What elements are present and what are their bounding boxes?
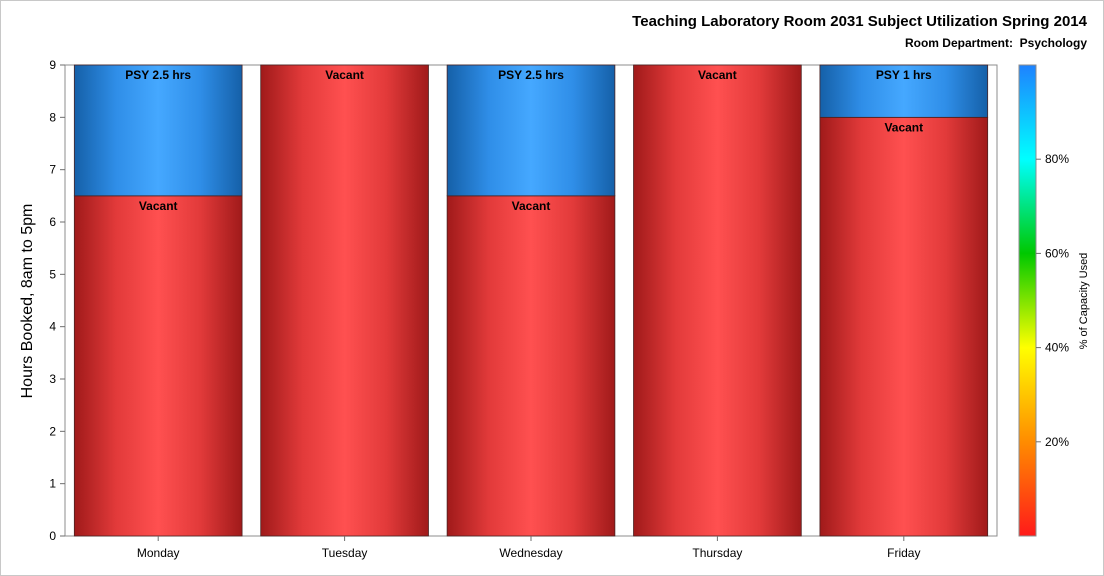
y-tick-label: 3: [49, 372, 56, 386]
segment-label: Vacant: [139, 199, 178, 213]
segment-label: Vacant: [325, 68, 364, 82]
x-tick-label-tuesday: Tuesday: [322, 546, 368, 560]
y-tick-label: 5: [49, 267, 56, 281]
y-tick-label: 6: [49, 215, 56, 229]
x-tick-label-thursday: Thursday: [692, 546, 742, 560]
bars: Vacant PSY 2.5 hrs Vacant Vacant PSY 2.5 hrs…: [73, 64, 989, 537]
segment-label: PSY 1 hrs: [876, 68, 932, 82]
bar-segment-psy-wednesday: [446, 64, 616, 197]
bar-segment-vacant-wednesday: [446, 195, 616, 537]
x-axis: Monday Tuesday Wednesday Thursday Friday: [137, 536, 920, 560]
segment-label: PSY 2.5 hrs: [125, 68, 191, 82]
x-tick-label-friday: Friday: [887, 546, 920, 560]
x-tick-label-wednesday: Wednesday: [499, 546, 562, 560]
segment-label: Vacant: [698, 68, 737, 82]
colorbar-tick-label: 20%: [1045, 435, 1069, 449]
colorbar-tick-label: 80%: [1045, 152, 1069, 166]
chart-title: Teaching Laboratory Room 2031 Subject Ut…: [632, 13, 1087, 30]
bar-segment-psy-friday: [819, 64, 989, 118]
y-tick-label: 7: [49, 163, 56, 177]
colorbar-tick-label: 40%: [1045, 341, 1069, 355]
y-tick-label: 1: [49, 477, 56, 491]
segment-label: Vacant: [512, 199, 551, 213]
colorbar-legend: % of Capacity Used 20% 40% 60% 80%: [1018, 64, 1090, 537]
bar-segment-psy-monday: [73, 64, 243, 197]
chart-subtitle: Room Department: Psychology: [904, 36, 1087, 50]
x-tick-label-monday: Monday: [137, 546, 180, 560]
y-axis: 0 1 2 3 4 5 6 7 8 9: [49, 58, 65, 543]
y-tick-label: 4: [49, 320, 56, 334]
colorbar: [1018, 64, 1037, 537]
bar-segment-vacant-monday: [73, 195, 243, 537]
colorbar-title: % of Capacity Used: [1078, 253, 1090, 350]
segment-label: PSY 2.5 hrs: [498, 68, 564, 82]
y-tick-label: 0: [49, 529, 56, 543]
y-axis-title: Hours Booked, 8am to 5pm: [19, 204, 36, 399]
y-tick-label: 2: [49, 424, 56, 438]
y-tick-label: 8: [49, 110, 56, 124]
bar-segment-vacant-tuesday: [260, 64, 429, 537]
segment-label: Vacant: [884, 120, 923, 134]
y-tick-label: 9: [49, 58, 56, 72]
colorbar-tick-label: 60%: [1045, 246, 1069, 260]
bar-segment-vacant-thursday: [633, 64, 802, 537]
bar-segment-vacant-friday: [819, 116, 989, 537]
